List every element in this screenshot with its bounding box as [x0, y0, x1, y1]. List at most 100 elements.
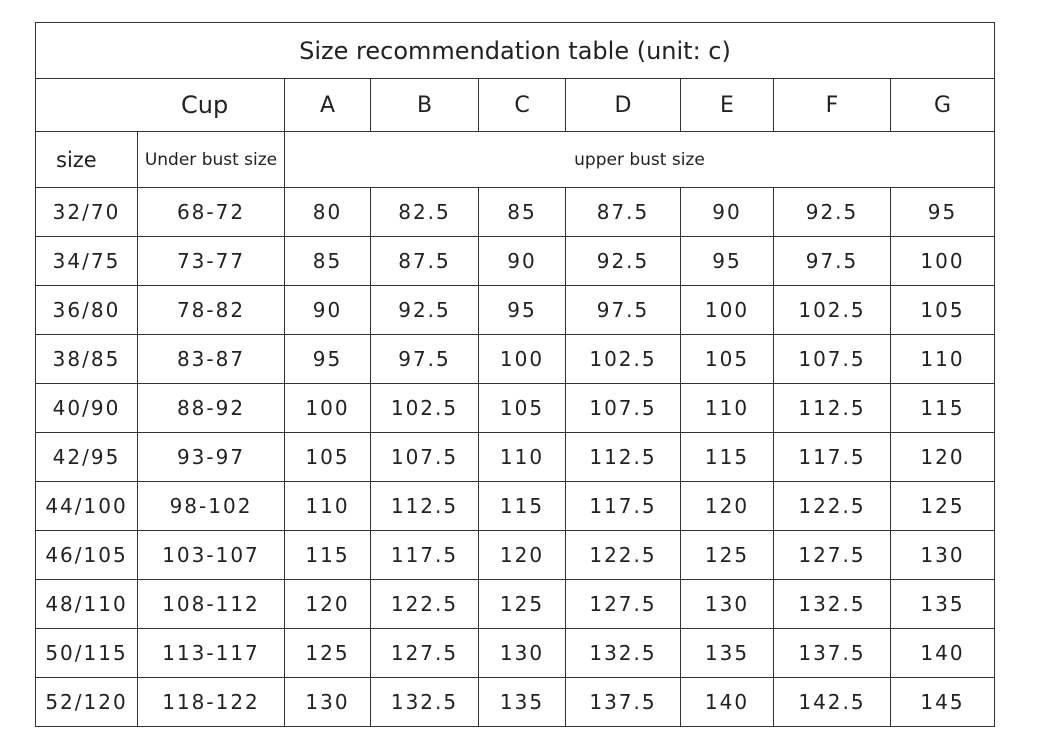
size-cell: 48/110 [35, 579, 138, 629]
under-bust-cell: 98-102 [137, 481, 285, 531]
upper-bust-cell: 120 [284, 579, 371, 629]
upper-bust-cell: 97.5 [773, 236, 891, 286]
upper-bust-cell: 135 [478, 677, 566, 727]
upper-bust-cell: 125 [284, 628, 371, 678]
upper-bust-cell: 132.5 [565, 628, 681, 678]
table-row: 40/90 88-92 100 102.5 105 107.5 110 112.5 115 [35, 383, 995, 433]
upper-bust-cell: 122.5 [565, 530, 681, 580]
upper-bust-cell: 110 [284, 481, 371, 531]
table-row: 42/95 93-97 105 107.5 110 112.5 115 117.5 120 [35, 432, 995, 482]
upper-bust-cell: 127.5 [773, 530, 891, 580]
upper-bust-cell: 122.5 [370, 579, 479, 629]
under-bust-cell: 78-82 [137, 285, 285, 335]
size-cell: 44/100 [35, 481, 138, 531]
size-cell: 38/85 [35, 334, 138, 384]
table-row: 38/85 83-87 95 97.5 100 102.5 105 107.5 110 [35, 334, 995, 384]
upper-bust-cell: 87.5 [565, 187, 681, 237]
upper-bust-cell: 100 [680, 285, 774, 335]
table-row: 44/100 98-102 110 112.5 115 117.5 120 122.5 125 [35, 481, 995, 531]
upper-bust-cell: 117.5 [370, 530, 479, 580]
cup-header-f: F [773, 78, 891, 132]
upper-bust-cell: 125 [680, 530, 774, 580]
size-cell: 40/90 [35, 383, 138, 433]
upper-bust-cell: 132.5 [370, 677, 479, 727]
upper-bust-cell: 100 [890, 236, 995, 286]
size-cell: 34/75 [35, 236, 138, 286]
under-bust-cell: 103-107 [137, 530, 285, 580]
upper-bust-cell: 115 [478, 481, 566, 531]
under-bust-cell: 113-117 [137, 628, 285, 678]
upper-bust-cell: 130 [478, 628, 566, 678]
upper-bust-cell: 105 [284, 432, 371, 482]
upper-bust-cell: 125 [890, 481, 995, 531]
upper-bust-cell: 130 [284, 677, 371, 727]
under-bust-cell: 88-92 [137, 383, 285, 433]
table-title: Size recommendation table (unit: c) [35, 22, 995, 79]
upper-bust-cell: 95 [284, 334, 371, 384]
table-row: 46/105 103-107 115 117.5 120 122.5 125 127.5 130 [35, 530, 995, 580]
upper-bust-cell: 112.5 [565, 432, 681, 482]
upper-bust-cell: 137.5 [565, 677, 681, 727]
upper-bust-cell: 137.5 [773, 628, 891, 678]
size-header: size [35, 131, 138, 188]
upper-bust-cell: 97.5 [565, 285, 681, 335]
size-table: Size recommendation table (unit: c) Cup A… [35, 22, 995, 727]
size-cell: 50/115 [35, 628, 138, 678]
upper-bust-header: upper bust size [284, 131, 995, 188]
upper-bust-cell: 90 [284, 285, 371, 335]
under-bust-cell: 93-97 [137, 432, 285, 482]
upper-bust-cell: 97.5 [370, 334, 479, 384]
upper-bust-cell: 102.5 [370, 383, 479, 433]
upper-bust-cell: 107.5 [370, 432, 479, 482]
table-row: 48/110 108-112 120 122.5 125 127.5 130 132.5 135 [35, 579, 995, 629]
upper-bust-cell: 82.5 [370, 187, 479, 237]
table-row: 36/80 78-82 90 92.5 95 97.5 100 102.5 105 [35, 285, 995, 335]
under-bust-cell: 118-122 [137, 677, 285, 727]
upper-bust-cell: 100 [284, 383, 371, 433]
upper-bust-cell: 127.5 [370, 628, 479, 678]
upper-bust-cell: 105 [680, 334, 774, 384]
upper-bust-cell: 95 [680, 236, 774, 286]
upper-bust-cell: 140 [680, 677, 774, 727]
upper-bust-cell: 132.5 [773, 579, 891, 629]
upper-bust-cell: 135 [680, 628, 774, 678]
size-cell: 52/120 [35, 677, 138, 727]
cup-header: Cup [35, 78, 285, 132]
upper-bust-cell: 130 [680, 579, 774, 629]
upper-bust-cell: 125 [478, 579, 566, 629]
size-cell: 36/80 [35, 285, 138, 335]
upper-bust-cell: 117.5 [565, 481, 681, 531]
upper-bust-cell: 102.5 [565, 334, 681, 384]
upper-bust-cell: 105 [478, 383, 566, 433]
upper-bust-cell: 100 [478, 334, 566, 384]
cup-header-b: B [370, 78, 479, 132]
cup-header-a: A [284, 78, 371, 132]
size-cell: 46/105 [35, 530, 138, 580]
upper-bust-cell: 92.5 [565, 236, 681, 286]
upper-bust-cell: 110 [680, 383, 774, 433]
upper-bust-cell: 90 [478, 236, 566, 286]
upper-bust-cell: 115 [284, 530, 371, 580]
upper-bust-cell: 102.5 [773, 285, 891, 335]
size-cell: 42/95 [35, 432, 138, 482]
size-cell: 32/70 [35, 187, 138, 237]
upper-bust-cell: 110 [478, 432, 566, 482]
under-bust-cell: 73-77 [137, 236, 285, 286]
upper-bust-cell: 127.5 [565, 579, 681, 629]
cup-header-g: G [890, 78, 995, 132]
upper-bust-cell: 95 [478, 285, 566, 335]
upper-bust-cell: 122.5 [773, 481, 891, 531]
upper-bust-cell: 85 [284, 236, 371, 286]
upper-bust-cell: 105 [890, 285, 995, 335]
upper-bust-cell: 115 [680, 432, 774, 482]
upper-bust-cell: 120 [890, 432, 995, 482]
upper-bust-cell: 87.5 [370, 236, 479, 286]
cup-header-e: E [680, 78, 774, 132]
upper-bust-cell: 107.5 [773, 334, 891, 384]
upper-bust-cell: 130 [890, 530, 995, 580]
upper-bust-cell: 112.5 [370, 481, 479, 531]
upper-bust-cell: 92.5 [773, 187, 891, 237]
cup-header-c: C [478, 78, 566, 132]
under-bust-cell: 68-72 [137, 187, 285, 237]
under-bust-cell: 108-112 [137, 579, 285, 629]
